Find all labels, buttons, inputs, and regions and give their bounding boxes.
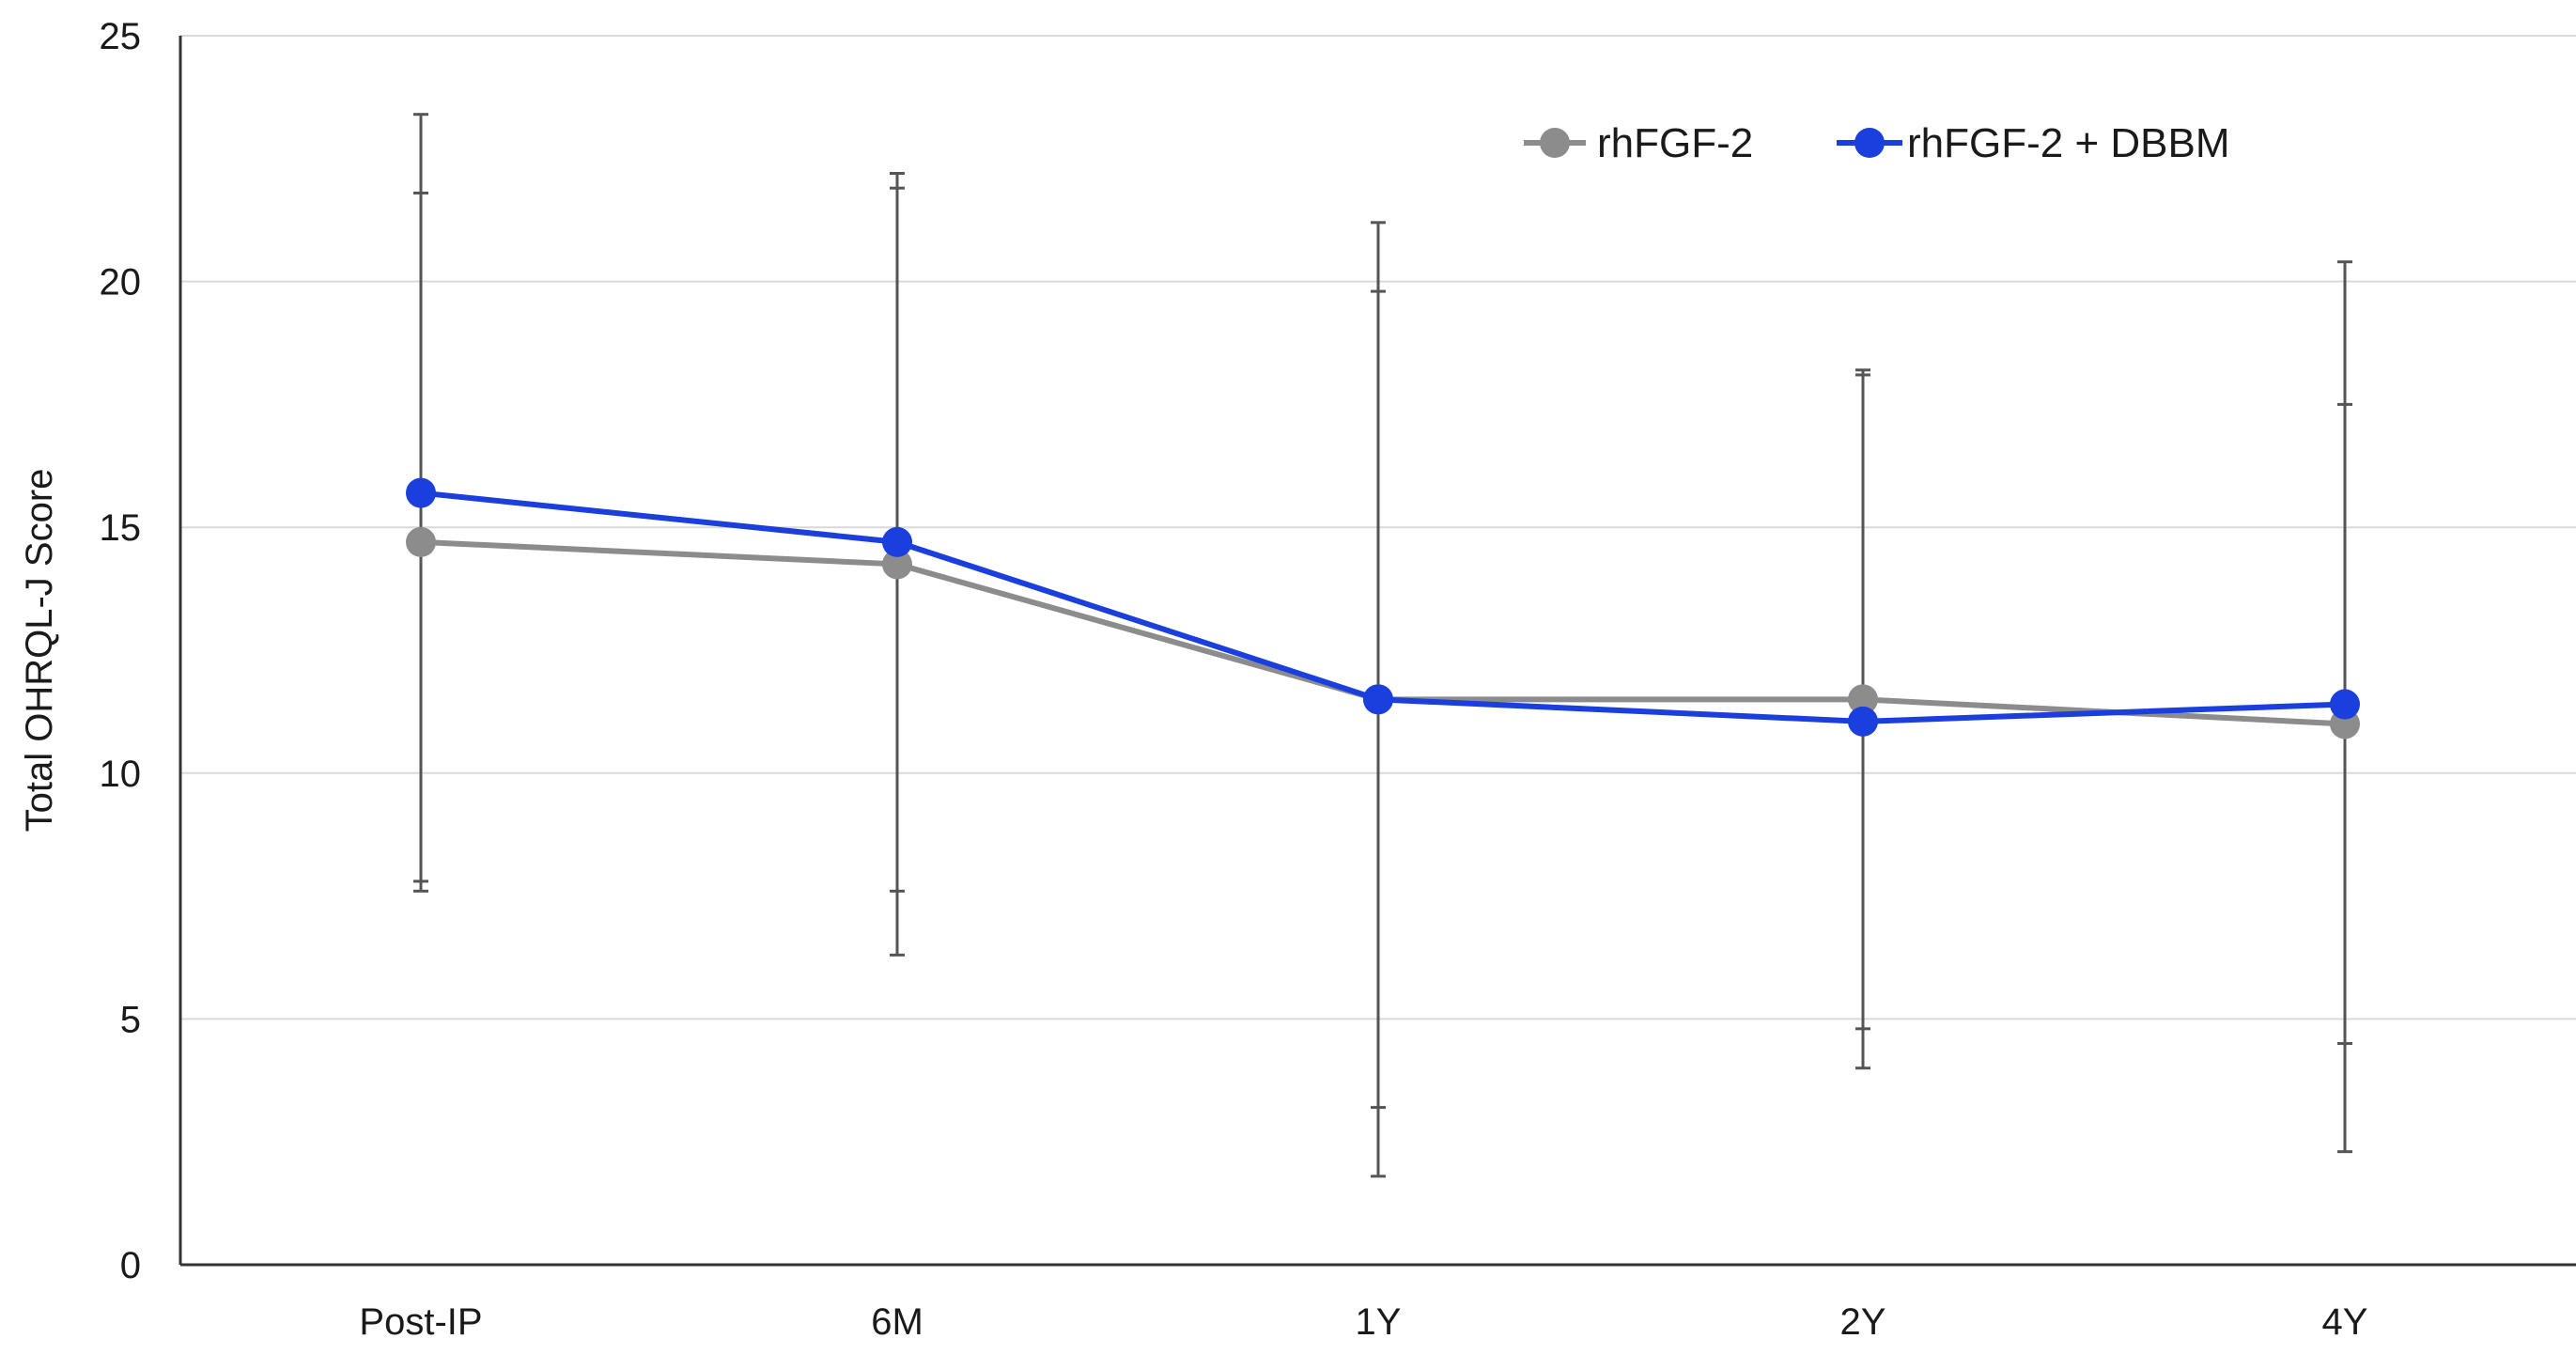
x-tick-label: Post-IP — [359, 1301, 482, 1343]
y-tick-label: 25 — [100, 16, 142, 57]
data-point — [882, 526, 912, 557]
y-axis-title: Total OHRQL-J Score — [19, 469, 60, 833]
legend-label: rhFGF-2 + DBBM — [1907, 120, 2230, 166]
y-tick-label: 5 — [120, 999, 141, 1040]
x-tick-label: 4Y — [2322, 1301, 2368, 1343]
legend: rhFGF-2 rhFGF-2 + DBBM — [1524, 120, 2230, 166]
data-point — [406, 477, 436, 508]
axes — [178, 36, 2576, 1267]
data-point — [882, 549, 912, 580]
y-tick-label: 0 — [120, 1245, 141, 1286]
y-tick-label: 20 — [100, 262, 142, 303]
legend-label: rhFGF-2 — [1597, 120, 1753, 166]
legend-marker — [1540, 128, 1570, 158]
y-tick-label: 15 — [100, 507, 142, 549]
data-point — [1848, 706, 1878, 737]
data-point — [2330, 689, 2360, 720]
x-tick-label: 1Y — [1356, 1301, 1402, 1343]
error-bars — [413, 113, 2352, 1178]
x-tick-label: 6M — [871, 1301, 923, 1343]
data-point — [1363, 684, 1393, 715]
data-point — [1848, 684, 1878, 715]
legend-marker — [1854, 128, 1885, 158]
data-point — [406, 526, 436, 557]
x-tick-label: 2Y — [1840, 1301, 1886, 1343]
series-lines — [406, 477, 2360, 739]
y-tick-label: 10 — [100, 754, 142, 795]
tick-labels: 0 5 10 15 20 25 Post-IP 6M 1Y 2Y 4Y — [100, 16, 2368, 1343]
